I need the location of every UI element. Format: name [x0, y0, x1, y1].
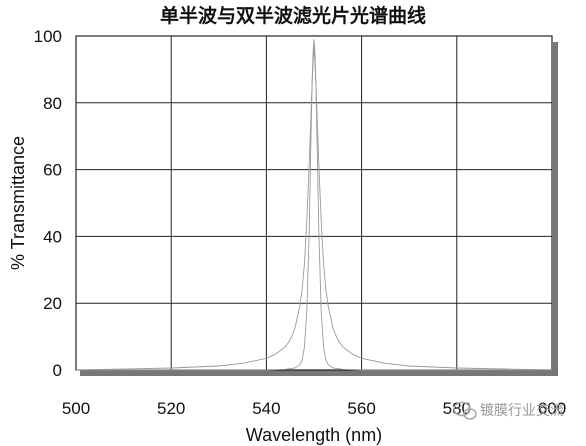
watermark-text: 镀膜行业交流: [480, 402, 564, 419]
series-line-1: [75, 45, 553, 371]
plot-frame: [75, 35, 553, 371]
series-group: [75, 39, 553, 371]
y-tick-labels: 0 20 40 60 80 100: [34, 27, 62, 380]
x-tick-label: 520: [157, 399, 185, 418]
y-tick-label: 100: [34, 27, 62, 46]
y-tick-label: 0: [53, 361, 62, 380]
y-tick-label: 40: [43, 227, 62, 246]
y-tick-label: 60: [43, 161, 62, 180]
plot-shadow-bottom: [80, 370, 556, 376]
y-axis-label: % Transmittance: [8, 136, 28, 270]
chart-title: 单半波与双半波滤光片光谱曲线: [160, 4, 426, 27]
x-tick-label: 600: [538, 399, 566, 418]
x-tick-label: 560: [347, 399, 375, 418]
y-tick-label: 80: [43, 94, 62, 113]
x-tick-label: 540: [252, 399, 280, 418]
x-tick-label: 500: [62, 399, 90, 418]
wechat-icon: [453, 401, 477, 420]
watermark: 镀膜行业交流: [453, 401, 564, 420]
x-axis-label: Wavelength (nm): [246, 425, 382, 445]
series-line-2: [76, 39, 552, 371]
x-tick-labels: 500 520 540 560 580 600: [62, 399, 566, 418]
y-tick-label: 20: [43, 294, 62, 313]
plot-area: [76, 36, 552, 370]
gridlines: [76, 36, 552, 370]
plot-shadow-right: [553, 42, 558, 376]
